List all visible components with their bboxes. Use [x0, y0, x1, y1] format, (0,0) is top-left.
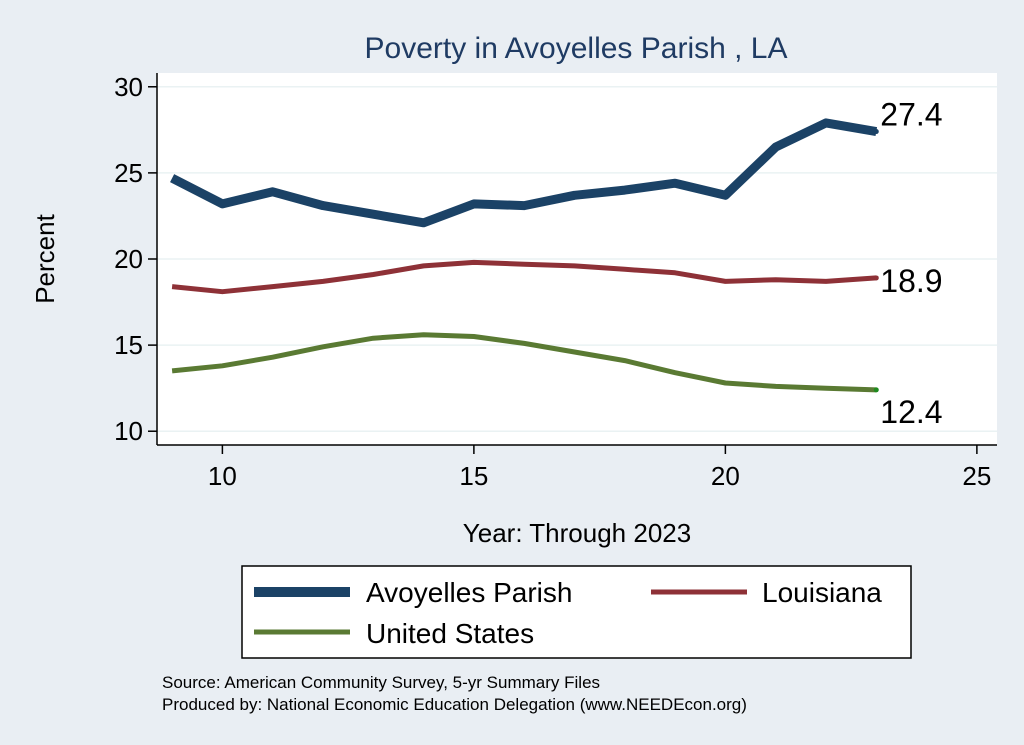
- end-label-avoyelles-parish: 27.4: [880, 97, 942, 133]
- x-tick-label: 25: [962, 461, 991, 491]
- x-tick-label: 15: [459, 461, 488, 491]
- series-end-point-louisiana: [873, 275, 879, 281]
- series-end-point-avoyelles-parish: [873, 129, 879, 135]
- y-tick-label: 15: [114, 330, 143, 360]
- y-tick-label: 25: [114, 158, 143, 188]
- y-axis-label: Percent: [30, 213, 60, 303]
- gridlines: [157, 86, 997, 432]
- end-label-louisiana: 18.9: [880, 263, 942, 299]
- x-axis-label: Year: Through 2023: [463, 518, 691, 548]
- chart-title: Poverty in Avoyelles Parish , LA: [365, 32, 788, 65]
- end-label-united-states: 12.4: [880, 394, 942, 430]
- producer-note: Produced by: National Economic Education…: [162, 695, 747, 714]
- series-lines: [170, 118, 879, 393]
- legend-label-avoyelles: Avoyelles Parish: [366, 577, 572, 608]
- legend-label-united-states: United States: [366, 618, 534, 649]
- y-tick-label: 10: [114, 416, 143, 446]
- series-line-louisiana: [171, 259, 877, 295]
- series-end-point-united-states: [873, 387, 879, 393]
- series-line-united-states: [171, 332, 877, 393]
- y-tick-label: 30: [114, 72, 143, 102]
- legend: Avoyelles Parish Louisiana United States: [241, 565, 912, 659]
- source-note: Source: American Community Survey, 5-yr …: [162, 673, 600, 692]
- x-tick-label: 10: [208, 461, 237, 491]
- y-tick-label: 20: [114, 244, 143, 274]
- legend-label-louisiana: Louisiana: [762, 577, 882, 608]
- series-line-avoyelles-parish: [170, 118, 878, 228]
- end-labels: 27.4 18.9 12.4: [880, 97, 942, 430]
- axes: 10 15 20 25 30 10 15 20 25: [114, 72, 997, 491]
- legend-box: [241, 565, 912, 659]
- x-tick-label: 20: [711, 461, 740, 491]
